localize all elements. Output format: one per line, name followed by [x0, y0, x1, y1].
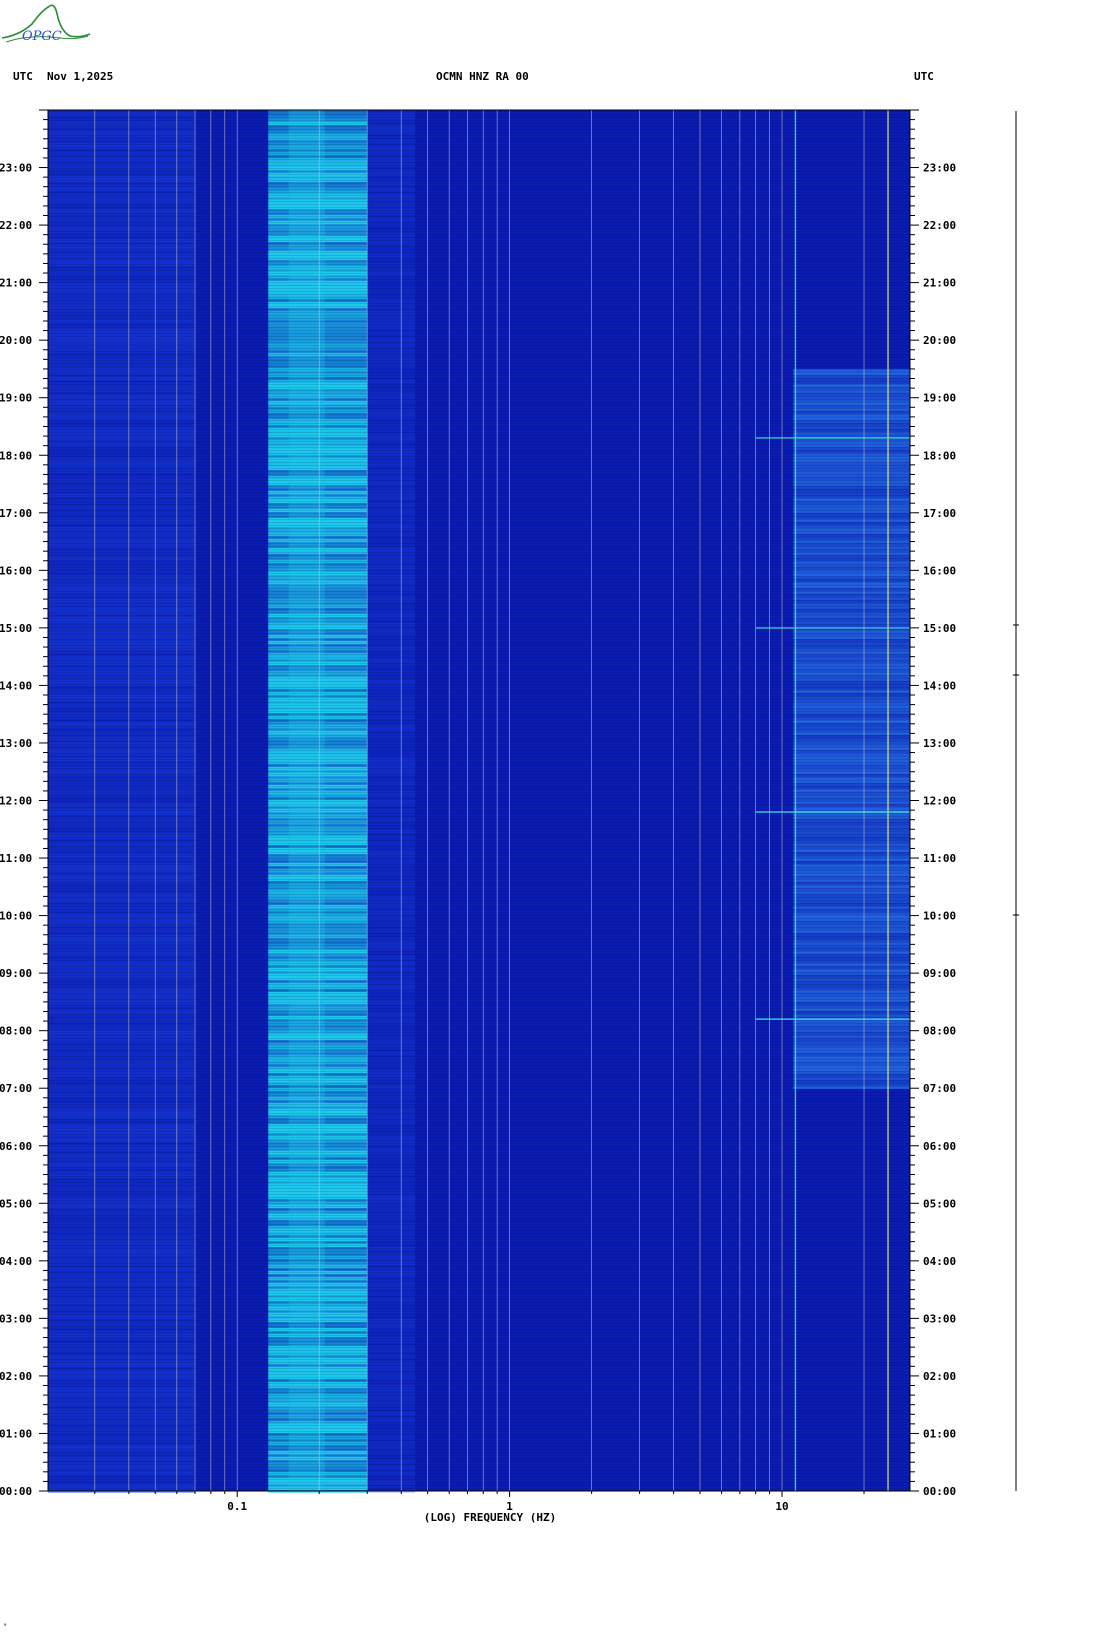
y-tick-label-right: 18:00: [923, 449, 956, 462]
y-tick-label-left: 18:00: [0, 449, 32, 462]
y-tick-label-left: 02:00: [0, 1370, 32, 1383]
header-date: Nov 1,2025: [47, 70, 114, 83]
y-tick-label-left: 08:00: [0, 1025, 32, 1038]
header-station: OCMN HNZ RA 00: [436, 70, 529, 83]
y-tick-label-right: 16:00: [923, 564, 956, 577]
y-tick-label-left: 07:00: [0, 1082, 32, 1095]
y-tick-label-left: 01:00: [0, 1427, 32, 1440]
x-tick-label: 0.1: [227, 1500, 247, 1513]
y-tick-label-left: 23:00: [0, 162, 32, 175]
footer-mark: ᵃ: [3, 1622, 8, 1630]
y-tick-label-left: 19:00: [0, 392, 32, 405]
y-tick-label-right: 23:00: [923, 162, 956, 175]
y-tick-label-right: 19:00: [923, 392, 956, 405]
x-tick-label: 10: [775, 1500, 788, 1513]
y-tick-label-right: 01:00: [923, 1427, 956, 1440]
y-tick-label-left: 14:00: [0, 679, 32, 692]
y-tick-label-left: 22:00: [0, 219, 32, 232]
y-tick-label-left: 13:00: [0, 737, 32, 750]
y-tick-label-right: 04:00: [923, 1255, 956, 1268]
y-tick-label-right: 17:00: [923, 507, 956, 520]
y-tick-label-left: 21:00: [0, 277, 32, 290]
y-tick-label-left: 11:00: [0, 852, 32, 865]
logo-swoosh-icon: [5, 35, 89, 43]
y-tick-label-right: 05:00: [923, 1197, 956, 1210]
y-tick-label-left: 03:00: [0, 1312, 32, 1325]
y-tick-label-right: 00:00: [923, 1485, 956, 1498]
y-tick-label-right: 13:00: [923, 737, 956, 750]
y-tick-label-left: 06:00: [0, 1140, 32, 1153]
y-tick-label-right: 07:00: [923, 1082, 956, 1095]
y-tick-label-right: 10:00: [923, 910, 956, 923]
frequency-gridlines: [94, 110, 865, 1491]
y-tick-label-left: 12:00: [0, 795, 32, 808]
y-tick-label-left: 20:00: [0, 334, 32, 347]
y-tick-label-right: 11:00: [923, 852, 956, 865]
y-tick-label-left: 04:00: [0, 1255, 32, 1268]
y-tick-label-right: 08:00: [923, 1025, 956, 1038]
x-tick-label: 1: [506, 1500, 513, 1513]
y-tick-label-right: 12:00: [923, 795, 956, 808]
plot-area: [48, 110, 910, 1493]
y-tick-label-left: 05:00: [0, 1197, 32, 1210]
y-tick-label-left: 09:00: [0, 967, 32, 980]
logo-text: OPGC: [22, 29, 62, 44]
y-tick-label-right: 15:00: [923, 622, 956, 635]
axes: 00:00 00:00 01:00 01:00 02:00 02:00 03:00 03:00…: [0, 109, 1019, 1513]
header-left-zone: UTC: [13, 70, 33, 83]
y-tick-label-right: 14:00: [923, 679, 956, 692]
header-right-zone: UTC: [914, 70, 934, 83]
y-tick-label-right: 06:00: [923, 1140, 956, 1153]
logo-mountain-icon: [1, 4, 91, 39]
y-tick-label-left: 16:00: [0, 564, 32, 577]
y-tick-label-right: 22:00: [923, 219, 956, 232]
scanline-texture: [48, 110, 910, 1491]
y-tick-label-left: 15:00: [0, 622, 32, 635]
y-tick-label-right: 03:00: [923, 1312, 956, 1325]
y-tick-label-right: 09:00: [923, 967, 956, 980]
y-tick-label-left: 00:00: [0, 1485, 32, 1498]
opgc-logo: OPGC: [1, 4, 91, 44]
y-tick-label-right: 02:00: [923, 1370, 956, 1383]
x-axis-title: (LOG) FREQUENCY (HZ): [424, 1511, 556, 1524]
y-tick-label-right: 21:00: [923, 277, 956, 290]
y-tick-label-right: 20:00: [923, 334, 956, 347]
y-tick-label-left: 17:00: [0, 507, 32, 520]
y-tick-label-left: 10:00: [0, 910, 32, 923]
